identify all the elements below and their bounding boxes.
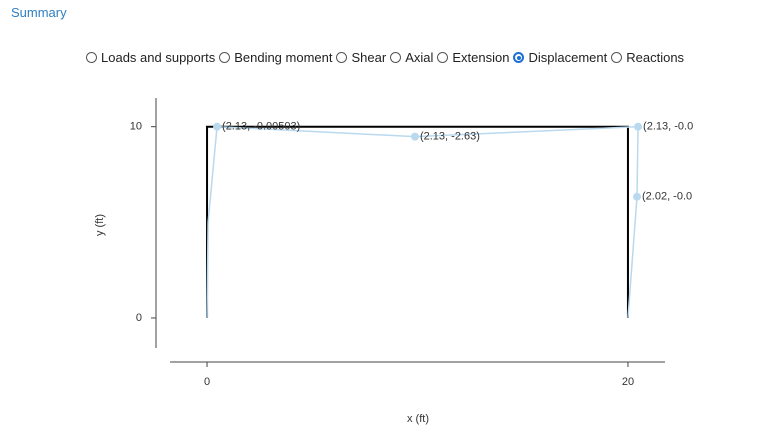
radio-label[interactable]: Reactions bbox=[626, 50, 685, 65]
radio-option[interactable]: Extension bbox=[437, 50, 509, 65]
radio-label[interactable]: Bending moment bbox=[234, 50, 333, 65]
radio-button[interactable] bbox=[390, 52, 402, 63]
point-label: (2.02, -0.0 bbox=[642, 191, 692, 203]
view-options: Loads and supports Bending moment Shear Axi… bbox=[86, 50, 688, 65]
radio-option[interactable]: Displacement bbox=[513, 50, 607, 65]
radio-button[interactable] bbox=[437, 52, 449, 63]
x-tick-label: 0 bbox=[204, 376, 210, 388]
radio-option[interactable]: Shear bbox=[336, 50, 386, 65]
point-marker bbox=[634, 122, 643, 131]
radio-label[interactable]: Shear bbox=[351, 50, 387, 65]
y-tick-label: 0 bbox=[136, 312, 142, 324]
series-line bbox=[206, 125, 629, 318]
x-tick-label: 20 bbox=[622, 376, 634, 388]
radio-button[interactable] bbox=[513, 52, 525, 63]
radio-label[interactable]: Axial bbox=[405, 50, 434, 65]
series-line bbox=[206, 125, 639, 319]
radio-button[interactable] bbox=[336, 52, 348, 63]
radio-option[interactable]: Axial bbox=[390, 50, 433, 65]
radio-option[interactable]: Loads and supports bbox=[86, 50, 215, 65]
point-label: (2.13, -0.0 bbox=[643, 121, 693, 133]
radio-button[interactable] bbox=[611, 52, 623, 63]
radio-button[interactable] bbox=[86, 52, 97, 63]
y-axis-label: y (ft) bbox=[94, 214, 106, 236]
radio-label[interactable]: Extension bbox=[452, 50, 510, 65]
summary-link[interactable]: Summary bbox=[11, 5, 67, 20]
radio-label[interactable]: Displacement bbox=[528, 50, 608, 65]
radio-button[interactable] bbox=[219, 52, 231, 63]
point-label: (2.13, -0.00503) bbox=[222, 121, 300, 133]
point-marker bbox=[410, 132, 419, 141]
y-tick-label: 10 bbox=[130, 121, 142, 133]
point-marker bbox=[633, 192, 642, 201]
point-label: (2.13, -2.63) bbox=[420, 131, 480, 143]
radio-option[interactable]: Reactions bbox=[611, 50, 684, 65]
x-axis-label: x (ft) bbox=[407, 413, 429, 425]
radio-label[interactable]: Loads and supports bbox=[101, 50, 216, 65]
radio-option[interactable]: Bending moment bbox=[219, 50, 332, 65]
point-marker bbox=[213, 122, 222, 131]
